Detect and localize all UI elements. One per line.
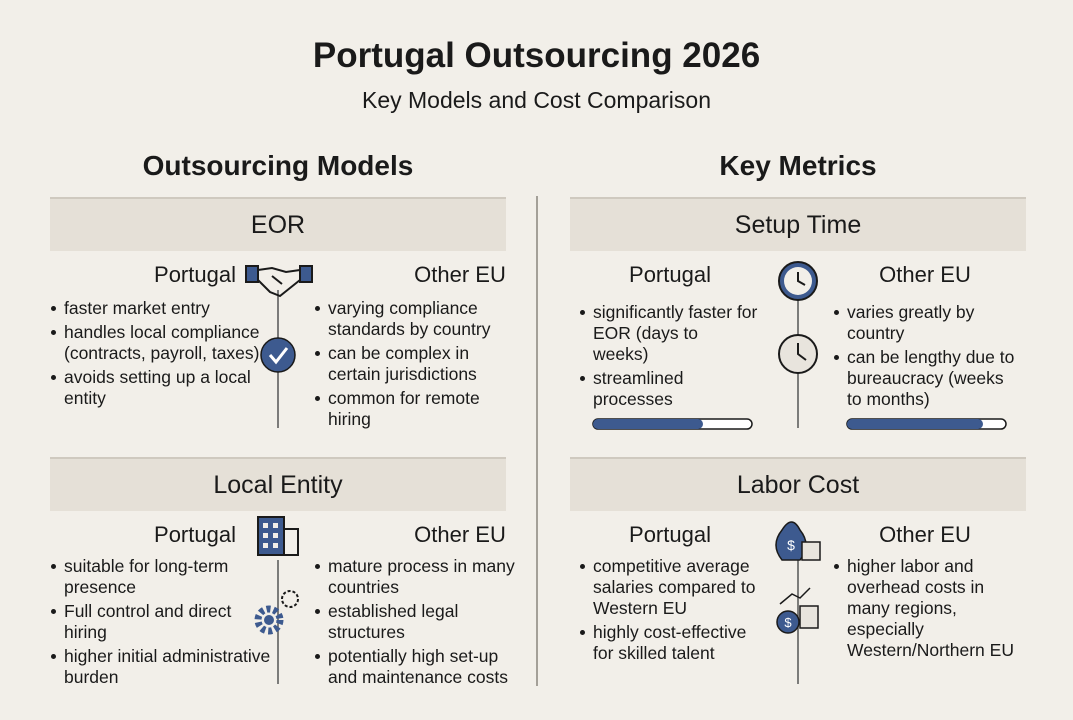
bullet-list: faster market entry handles local complia…: [51, 298, 274, 412]
group-label: Other EU: [414, 262, 506, 287]
bullet-item: highly cost-effective for skilled talent: [580, 622, 758, 664]
bullet-list: suitable for long-term presence Full cont…: [51, 556, 274, 691]
svg-text:$: $: [784, 615, 792, 630]
column-heading: Outsourcing Models: [142, 150, 414, 181]
bullet-item: faster market entry: [51, 298, 274, 319]
section-band: [570, 457, 1026, 511]
title: Portugal Outsourcing 2026: [312, 36, 761, 75]
group-label: Other EU: [879, 522, 971, 547]
bullet-list: varies greatly by country can be lengthy …: [834, 302, 1022, 413]
bullet-item: competitive average salaries compared to…: [580, 556, 758, 619]
svg-text:$: $: [787, 537, 795, 553]
bullet-item: established legal structures: [315, 601, 523, 643]
section-title: EOR: [250, 211, 306, 239]
group-label: Other EU: [414, 522, 506, 547]
bullet-list: competitive average salaries compared to…: [580, 556, 758, 667]
bullet-item: higher initial administrative burden: [51, 646, 274, 688]
group-label: Portugal: [629, 522, 711, 547]
section-title: Labor Cost: [736, 471, 860, 499]
bullet-item: mature process in many countries: [315, 556, 523, 598]
bullet-item: Full control and direct hiring: [51, 601, 274, 643]
group-label: Other EU: [879, 262, 971, 287]
group-label: Portugal: [629, 262, 711, 287]
section-title: Setup Time: [734, 211, 862, 239]
bullet-list: varying compliance standards by country c…: [315, 298, 523, 433]
bullet-item: suitable for long-term presence: [51, 556, 274, 598]
bullet-item: can be complex in certain jurisdictions: [315, 343, 523, 385]
bullet-item: can be lengthy due to bureaucracy (weeks…: [834, 347, 1022, 410]
column-heading: Key Metrics: [719, 150, 877, 181]
subtitle: Key Models and Cost Comparison: [362, 87, 711, 113]
bullet-item: varying compliance standards by country: [315, 298, 523, 340]
section-band: [570, 197, 1026, 251]
bullet-item: handles local compliance (contracts, pay…: [51, 322, 274, 364]
bullet-item: higher labor and overhead costs in many …: [834, 556, 1022, 661]
section-band: [50, 197, 506, 251]
group-label: Portugal: [154, 262, 236, 287]
bullet-item: significantly faster for EOR (days to we…: [580, 302, 758, 364]
bullet-item: potentially high set-up and maintenance …: [315, 646, 523, 688]
group-label: Portugal: [154, 522, 236, 547]
bullet-list: significantly faster for EOR (days to we…: [580, 302, 758, 413]
section-title: Local Entity: [213, 471, 343, 499]
bullet-item: varies greatly by country: [834, 302, 1022, 344]
bullet-list: mature process in many countries establis…: [315, 556, 523, 691]
bullet-list: higher labor and overhead costs in many …: [834, 556, 1022, 664]
bullet-item: streamlined processes: [580, 368, 758, 410]
bullet-item: common for remote hiring: [315, 388, 523, 430]
bullet-item: avoids setting up a local entity: [51, 367, 274, 409]
section-band: [50, 457, 506, 511]
